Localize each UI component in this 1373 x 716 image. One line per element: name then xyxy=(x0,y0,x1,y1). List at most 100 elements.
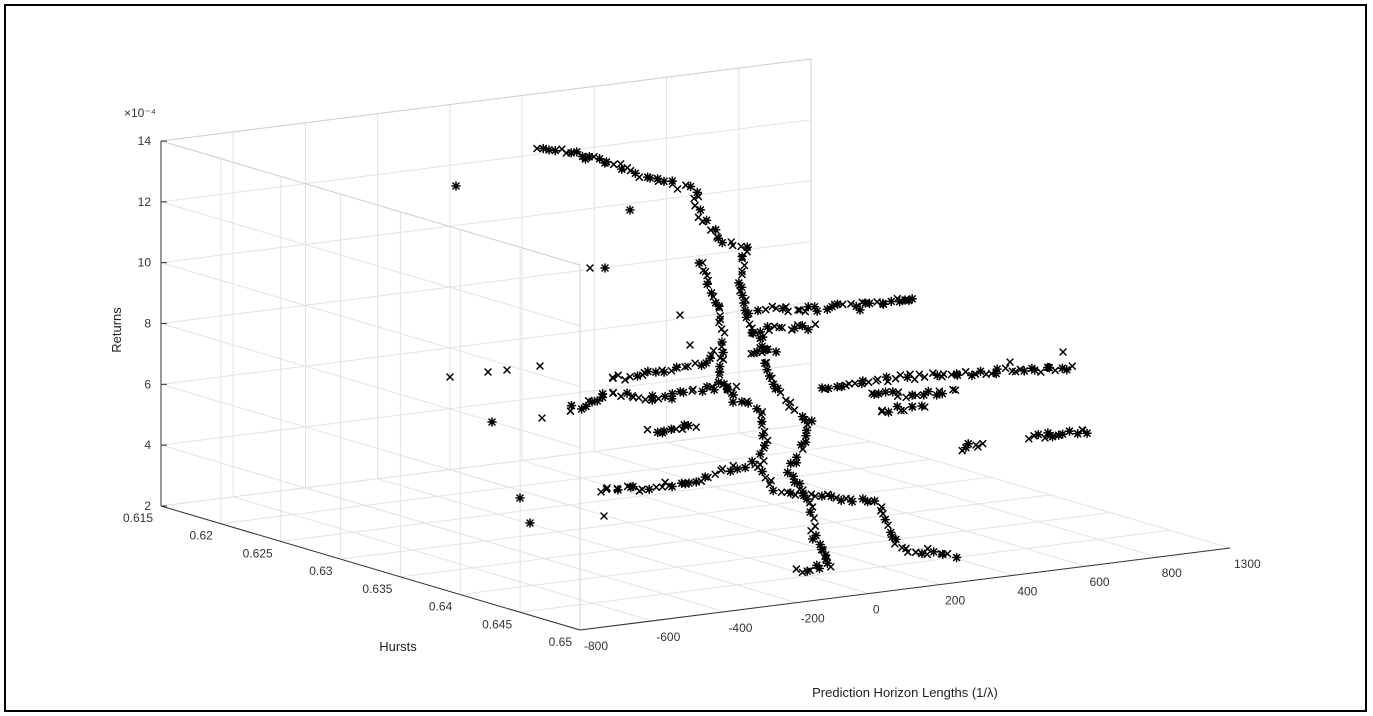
z-tick-label: 12 xyxy=(138,195,152,209)
data-point xyxy=(647,395,657,405)
data-point xyxy=(717,237,728,248)
data-point xyxy=(1033,429,1043,440)
data-point xyxy=(515,493,525,503)
data-point xyxy=(762,364,772,375)
data-point xyxy=(1053,430,1064,440)
data-point xyxy=(807,416,817,426)
data-point xyxy=(869,496,880,506)
data-point xyxy=(686,341,694,349)
data-point xyxy=(798,568,807,577)
data-point xyxy=(740,462,751,473)
data-point xyxy=(771,347,781,357)
data-point xyxy=(738,270,746,279)
data-point xyxy=(609,374,617,382)
data-point xyxy=(757,411,765,419)
data-point xyxy=(937,549,948,559)
data-point xyxy=(810,514,818,522)
data-point xyxy=(803,301,814,312)
data-point xyxy=(801,431,811,441)
data-point xyxy=(887,532,898,542)
data-point xyxy=(600,512,608,520)
data-point xyxy=(1001,364,1010,372)
data-point xyxy=(907,402,917,412)
floor-gridline-x xyxy=(233,496,653,622)
data-point xyxy=(587,397,597,407)
data-point xyxy=(809,302,820,312)
data-point xyxy=(722,384,732,394)
data-point xyxy=(907,390,917,400)
data-point xyxy=(851,379,859,388)
data-point xyxy=(791,452,802,463)
data-point xyxy=(643,366,653,377)
data-point xyxy=(635,173,644,181)
data-point xyxy=(785,458,796,469)
data-point xyxy=(667,388,678,399)
floor-gridline-y xyxy=(460,512,1111,596)
data-point xyxy=(799,445,807,453)
data-point xyxy=(704,473,712,482)
data-point xyxy=(911,548,920,557)
data-point xyxy=(896,371,905,379)
data-point xyxy=(672,425,680,433)
y-tick-label: 0.64 xyxy=(429,600,453,614)
data-point xyxy=(720,329,729,337)
data-point xyxy=(660,391,670,402)
back-wall-gridline-z xyxy=(160,241,812,324)
data-point xyxy=(641,395,650,404)
z-tick-label: 2 xyxy=(144,499,151,513)
data-point xyxy=(666,424,677,435)
data-point xyxy=(892,401,903,412)
data-point xyxy=(762,344,773,355)
data-point xyxy=(757,466,768,477)
floor-gridline-x xyxy=(738,432,1158,558)
data-point xyxy=(643,425,652,434)
data-point xyxy=(538,143,549,154)
data-point xyxy=(659,367,669,377)
data-point xyxy=(758,421,766,429)
data-point xyxy=(525,518,535,528)
data-point xyxy=(915,370,924,379)
data-point xyxy=(836,495,846,506)
data-point xyxy=(855,305,865,315)
data-point xyxy=(869,389,879,400)
data-point xyxy=(811,320,820,329)
data-point xyxy=(715,361,725,372)
data-point xyxy=(1044,362,1055,373)
data-point xyxy=(628,481,638,492)
data-point xyxy=(737,242,745,251)
data-point xyxy=(667,481,677,492)
box-top-back xyxy=(160,58,812,142)
data-point xyxy=(760,444,768,452)
data-point xyxy=(737,397,747,407)
data-point xyxy=(794,306,802,314)
data-point xyxy=(632,371,643,381)
data-point xyxy=(600,263,610,273)
box-top-side xyxy=(160,140,581,266)
data-point xyxy=(967,370,977,381)
y-tick-label: 0.65 xyxy=(549,635,573,649)
data-point xyxy=(975,366,986,377)
data-point xyxy=(991,368,1001,379)
data-point xyxy=(883,407,894,417)
data-point xyxy=(743,398,753,408)
data-point xyxy=(864,298,875,309)
data-point xyxy=(642,172,653,182)
data-point xyxy=(533,144,541,153)
data-point xyxy=(838,300,847,309)
data-point xyxy=(705,353,715,364)
y-tick-label: 0.625 xyxy=(243,546,273,560)
data-point xyxy=(792,565,801,573)
z-tick-label: 8 xyxy=(144,317,151,331)
data-point xyxy=(576,404,587,414)
data-point xyxy=(755,333,766,343)
data-point xyxy=(737,290,748,301)
data-point xyxy=(689,385,697,394)
y-tick-label: 0.635 xyxy=(362,582,392,596)
data-point xyxy=(961,368,970,376)
data-point xyxy=(629,393,637,402)
data-point xyxy=(1029,365,1040,375)
data-point xyxy=(713,233,724,244)
data-point xyxy=(902,544,910,553)
data-point xyxy=(700,472,710,482)
data-point xyxy=(1059,348,1067,356)
